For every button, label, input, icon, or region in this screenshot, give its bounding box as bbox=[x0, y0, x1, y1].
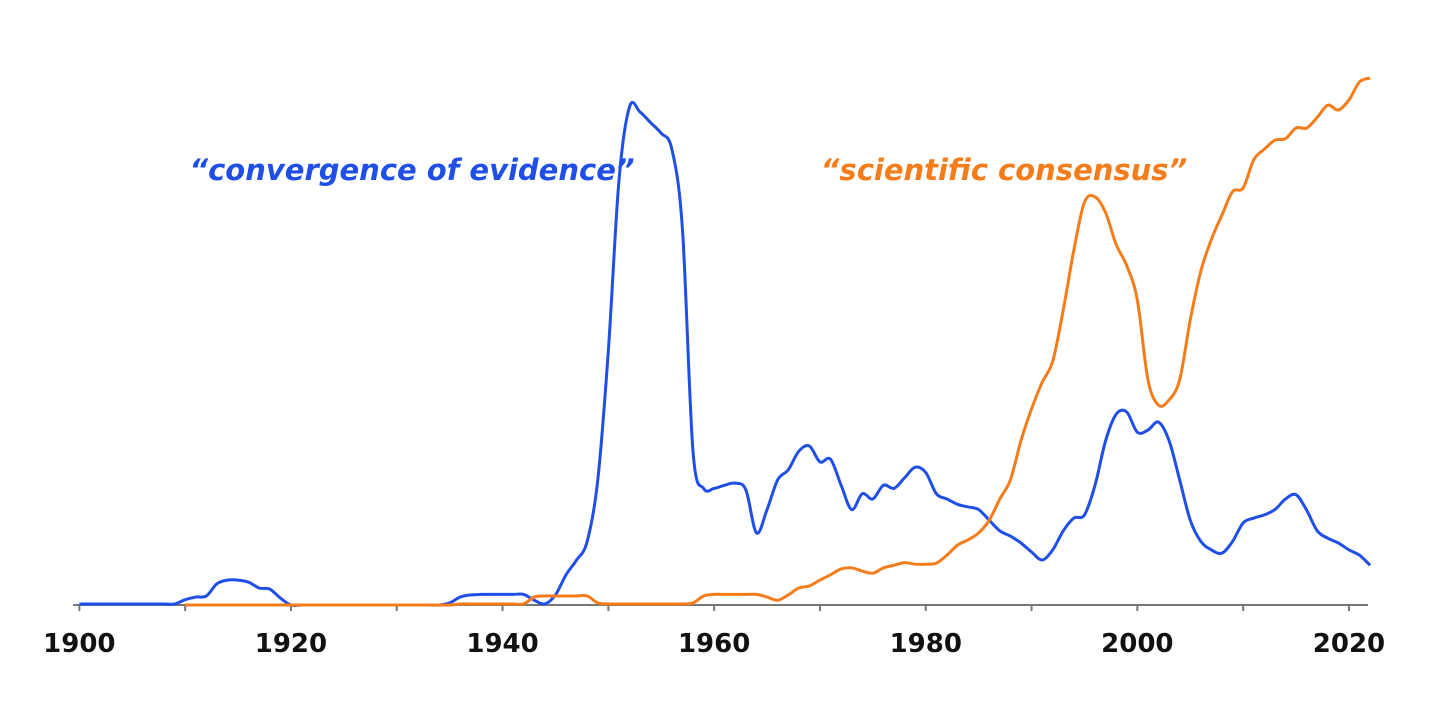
series-label: “scientific consensus” bbox=[821, 153, 1187, 187]
series-line bbox=[185, 76, 1371, 607]
x-tick-label: 2000 bbox=[1101, 629, 1173, 659]
x-tick-label: 1920 bbox=[255, 629, 327, 659]
x-tick-label: 1940 bbox=[466, 629, 538, 659]
x-tick-label: 1960 bbox=[678, 629, 750, 659]
x-tick-label: 1980 bbox=[890, 629, 962, 659]
x-tick-label: 2020 bbox=[1313, 629, 1385, 659]
x-tick-label: 1900 bbox=[43, 629, 115, 659]
series-label: “convergence of evidence” bbox=[189, 153, 634, 187]
